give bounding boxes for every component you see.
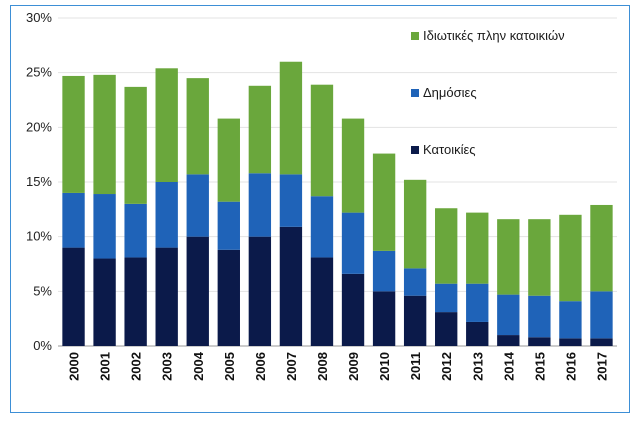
- bar-segment-homes-2009: [341, 273, 365, 346]
- y-tick-label: 25%: [26, 65, 52, 80]
- bar-segment-public-2000: [62, 192, 85, 248]
- x-tick-label: 2013: [470, 352, 485, 381]
- bar-segment-homes-2013: [466, 321, 489, 346]
- bar-segment-private-2016: [559, 214, 582, 302]
- x-tick-label: 2005: [222, 352, 237, 381]
- bar-segment-homes-2000: [62, 247, 85, 346]
- x-tick-label: 2016: [563, 352, 578, 381]
- bar-segment-public-2015: [528, 295, 551, 338]
- x-tick-label: 2003: [160, 352, 175, 381]
- bar-segment-private-2004: [186, 78, 209, 175]
- bar-segment-public-2006: [248, 173, 272, 237]
- x-tick-label: 2004: [191, 351, 206, 381]
- bar-segment-homes-2016: [559, 338, 582, 346]
- y-tick-label: 20%: [26, 119, 52, 134]
- bar-segment-private-2011: [403, 179, 427, 269]
- legend-label: Δημόσιες: [423, 85, 477, 100]
- x-tick-label: 2010: [377, 352, 392, 381]
- bar-segment-homes-2010: [372, 291, 396, 346]
- legend-swatch: [411, 32, 419, 40]
- x-tick-label: 2007: [284, 352, 299, 381]
- bar-segment-homes-2005: [217, 249, 240, 346]
- bar-segment-public-2002: [124, 203, 147, 258]
- x-tick-label: 2006: [253, 352, 268, 381]
- bar-segment-homes-2007: [279, 226, 303, 346]
- bar-segment-private-2012: [435, 208, 458, 284]
- bar-segment-homes-2014: [497, 335, 520, 346]
- bar-segment-public-2004: [186, 174, 209, 237]
- bar-segment-homes-2001: [93, 258, 116, 346]
- bar-segment-public-2013: [466, 283, 489, 322]
- x-tick-label: 2012: [439, 352, 454, 381]
- bar-segment-homes-2003: [155, 247, 178, 346]
- x-tick-label: 2015: [532, 352, 547, 381]
- bar-segment-private-2005: [217, 118, 240, 202]
- y-tick-label: 0%: [33, 338, 52, 353]
- bars: [62, 61, 613, 346]
- bar-segment-public-2005: [217, 201, 240, 250]
- chart-frame: 0% 5% 10% 15% 20% 25% 30% 2000 2001 2002 2003 2004…: [10, 5, 630, 413]
- x-tick-label: 2000: [67, 352, 82, 381]
- bar-segment-homes-2008: [310, 257, 334, 346]
- bar-segment-public-2014: [497, 294, 520, 336]
- legend-label: Κατοικίες: [423, 142, 476, 157]
- gridlines: [58, 17, 617, 347]
- bar-segment-public-2008: [310, 196, 334, 258]
- bar-segment-homes-2006: [248, 236, 272, 346]
- y-axis: 0% 5% 10% 15% 20% 25% 30%: [26, 10, 52, 353]
- bar-segment-private-2001: [93, 74, 116, 195]
- bar-segment-public-2010: [372, 250, 396, 292]
- x-tick-label: 2001: [98, 352, 113, 381]
- bar-segment-public-2007: [279, 174, 303, 227]
- x-tick-label: 2014: [501, 351, 516, 381]
- bar-segment-homes-2004: [186, 236, 209, 346]
- bar-segment-private-2006: [248, 85, 272, 174]
- bar-segment-private-2013: [466, 212, 489, 284]
- bar-segment-homes-2011: [403, 295, 427, 346]
- bar-segment-private-2007: [279, 61, 303, 175]
- y-tick-label: 30%: [26, 10, 52, 25]
- bar-segment-private-2010: [372, 153, 396, 251]
- bar-segment-homes-2015: [528, 337, 551, 346]
- x-tick-label: 2009: [346, 352, 361, 381]
- bar-segment-public-2012: [435, 283, 458, 313]
- bar-segment-public-2001: [93, 194, 116, 259]
- x-tick-label: 2002: [129, 352, 144, 381]
- bar-segment-public-2017: [590, 291, 613, 339]
- x-tick-label: 2008: [315, 352, 330, 381]
- bar-segment-private-2003: [155, 68, 178, 182]
- legend-swatch: [411, 89, 419, 97]
- y-tick-label: 15%: [26, 174, 52, 189]
- x-axis: 2000 2001 2002 2003 2004 2005 2006 2007 2008 2009…: [67, 351, 610, 381]
- bar-segment-private-2000: [62, 75, 85, 193]
- bar-segment-public-2011: [403, 268, 427, 296]
- legend: Ιδιωτικές πλην κατοικιών Δημόσιες Κατοικίε…: [411, 28, 565, 157]
- bar-segment-homes-2012: [435, 312, 458, 346]
- stacked-bar-chart: 0% 5% 10% 15% 20% 25% 30% 2000 2001 2002 2003 2004…: [26, 10, 617, 381]
- x-tick-label: 2017: [594, 352, 609, 381]
- legend-label: Ιδιωτικές πλην κατοικιών: [423, 28, 565, 43]
- bar-segment-private-2009: [341, 118, 365, 213]
- bar-segment-public-2016: [559, 301, 582, 339]
- bar-segment-public-2003: [155, 182, 178, 248]
- bar-segment-homes-2002: [124, 257, 147, 346]
- bar-segment-private-2015: [528, 219, 551, 296]
- bar-segment-private-2008: [310, 84, 334, 197]
- y-tick-label: 5%: [33, 283, 52, 298]
- bar-segment-public-2009: [341, 212, 365, 274]
- bar-segment-private-2014: [497, 219, 520, 295]
- x-tick-label: 2011: [408, 352, 423, 380]
- bar-segment-homes-2017: [590, 338, 613, 346]
- bar-segment-private-2002: [124, 86, 147, 204]
- y-tick-label: 10%: [26, 229, 52, 244]
- bar-segment-private-2017: [590, 204, 613, 292]
- legend-swatch: [411, 146, 419, 154]
